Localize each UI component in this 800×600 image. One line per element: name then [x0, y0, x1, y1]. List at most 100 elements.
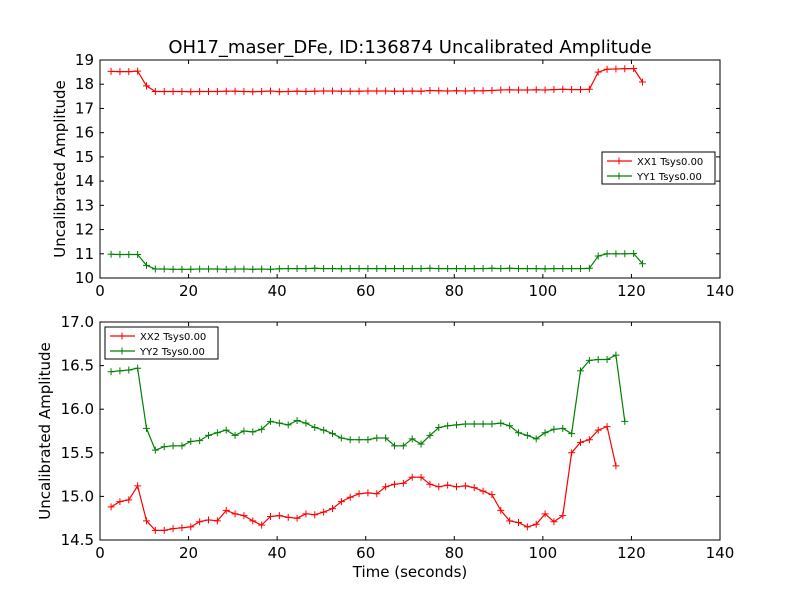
data-point	[275, 419, 283, 427]
legend-marker	[615, 157, 623, 165]
data-point	[267, 265, 274, 273]
data-point	[284, 87, 292, 95]
data-point	[364, 265, 372, 273]
data-point	[187, 523, 195, 531]
y-tick-label: 14.5	[61, 531, 94, 549]
y-tick-label: 15.0	[61, 487, 94, 505]
data-point	[125, 251, 133, 259]
series-line	[110, 425, 617, 531]
data-point	[594, 252, 602, 260]
data-point	[568, 265, 576, 273]
data-point	[568, 449, 576, 457]
data-point	[355, 436, 363, 444]
data-point	[621, 250, 629, 258]
data-point	[470, 265, 478, 273]
data-point	[585, 436, 593, 444]
data-point	[639, 78, 646, 86]
data-point	[134, 251, 142, 259]
data-point	[143, 261, 150, 269]
data-point	[160, 526, 168, 534]
series-xx2	[107, 423, 620, 534]
data-point	[213, 87, 221, 95]
data-point	[107, 368, 115, 376]
legend-label: XX2 Tsys0.00	[140, 332, 206, 343]
data-point	[559, 85, 567, 93]
data-point	[612, 65, 620, 73]
data-point	[337, 87, 345, 95]
data-point	[169, 87, 177, 95]
data-point	[594, 355, 602, 363]
data-point	[222, 506, 230, 514]
series-yy1	[107, 250, 646, 273]
y-tick-label: 19	[75, 51, 94, 69]
data-point	[426, 87, 434, 95]
y-tick-label: 16.5	[61, 357, 94, 375]
data-point	[594, 426, 602, 434]
data-point	[151, 446, 159, 454]
data-point	[284, 513, 292, 521]
x-tick-label: 120	[617, 544, 646, 562]
data-point	[346, 265, 354, 273]
data-point	[550, 425, 558, 433]
data-point	[151, 526, 159, 534]
data-point	[169, 442, 177, 450]
data-point	[275, 512, 283, 520]
data-point	[541, 510, 549, 518]
data-point	[426, 480, 434, 488]
data-point	[196, 87, 204, 95]
data-point	[187, 265, 195, 273]
data-point	[532, 520, 540, 528]
data-point	[364, 489, 372, 497]
data-point	[470, 87, 478, 95]
chart-title: OH17_maser_DFe, ID:136874 Uncalibrated A…	[168, 37, 651, 58]
data-point	[196, 437, 204, 445]
data-point	[311, 424, 319, 432]
data-point	[497, 86, 505, 94]
data-point	[275, 88, 283, 96]
x-tick-label: 100	[529, 544, 558, 562]
data-point	[143, 82, 150, 90]
data-point	[585, 85, 593, 93]
data-point	[302, 265, 310, 273]
data-point	[187, 88, 195, 96]
data-point	[435, 424, 443, 432]
data-point	[523, 86, 531, 94]
data-point	[639, 260, 646, 268]
y-tick-label: 12	[75, 221, 94, 239]
data-point	[213, 265, 221, 273]
data-point	[320, 87, 328, 95]
data-point	[275, 265, 283, 273]
data-point	[435, 265, 443, 273]
data-point	[479, 420, 487, 428]
data-point	[320, 426, 328, 434]
data-point	[408, 87, 416, 95]
y-tick-label: 15	[75, 148, 94, 166]
data-point	[470, 484, 478, 492]
data-point	[417, 440, 425, 448]
data-point	[337, 498, 345, 506]
data-point	[346, 436, 354, 444]
data-point	[364, 436, 372, 444]
data-point	[231, 87, 239, 95]
data-point	[302, 419, 310, 427]
data-point	[116, 68, 124, 76]
x-tick-label: 40	[268, 544, 287, 562]
data-point	[231, 265, 239, 273]
data-point	[284, 421, 292, 429]
data-point	[541, 429, 549, 437]
data-point	[506, 517, 514, 525]
data-point	[249, 428, 257, 436]
data-point	[151, 87, 159, 95]
legend-box	[601, 151, 716, 185]
data-point	[461, 265, 469, 273]
data-point	[515, 519, 522, 527]
data-point	[382, 434, 390, 442]
data-point	[151, 265, 159, 273]
x-tick-label: 20	[179, 282, 198, 300]
data-point	[169, 265, 177, 273]
data-point	[559, 265, 567, 273]
data-point	[577, 265, 584, 273]
legend: XX2 Tsys0.00 YY2 Tsys0.00	[104, 326, 219, 360]
data-point	[107, 67, 115, 75]
